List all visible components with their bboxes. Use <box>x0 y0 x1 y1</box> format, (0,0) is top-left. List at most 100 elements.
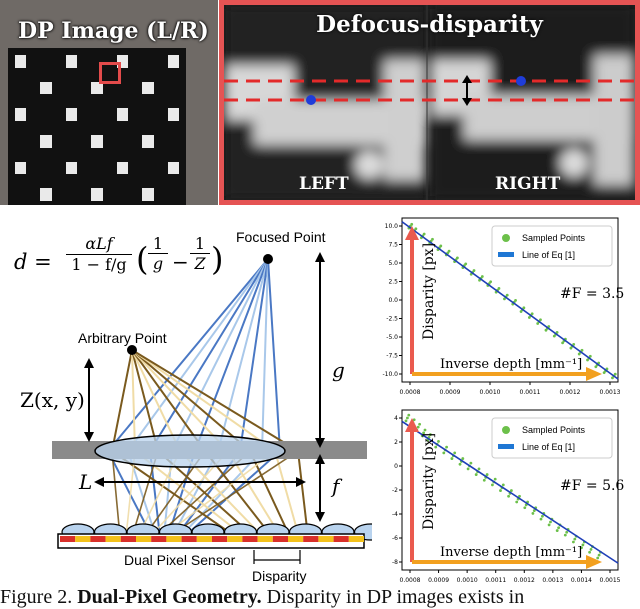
sensor-pixel <box>181 536 197 542</box>
data-point <box>555 331 559 334</box>
l-aperture-arrow <box>94 477 306 487</box>
sensor-pixel <box>166 536 182 542</box>
x-tick-label: 0.0014 <box>571 577 592 584</box>
data-point <box>541 514 544 518</box>
data-point <box>491 483 494 487</box>
legend-line-swatch <box>498 252 514 257</box>
data-point <box>532 509 536 512</box>
data-point <box>456 256 459 260</box>
sensor-pixel <box>303 536 319 542</box>
x-tick-label: 0.0013 <box>542 577 563 584</box>
sensor-pixel <box>151 536 167 542</box>
data-point <box>530 312 534 316</box>
checker-cell <box>163 157 183 179</box>
x-tick-label: 0.0013 <box>600 389 621 396</box>
sensor-pixel <box>105 536 121 542</box>
right-crop-image <box>430 5 635 200</box>
sensor-pixel <box>272 536 288 542</box>
defocus-crops <box>224 5 635 200</box>
data-point <box>439 244 443 248</box>
equation-term-g: 1 g <box>148 234 168 273</box>
y-tick-label: -7.5 <box>386 353 398 360</box>
data-point <box>497 287 501 290</box>
data-point <box>510 489 513 492</box>
data-point <box>563 533 567 537</box>
sensor-pixel <box>318 536 334 542</box>
sensor-pixel <box>333 536 349 542</box>
data-point <box>482 478 486 482</box>
main-lens <box>94 434 286 468</box>
checker-cell <box>11 104 31 125</box>
chart-f35-svg: 0.0008 0.0009 0.0010 0.0011 0.0012 0.0013 10.0… <box>382 217 624 396</box>
legend-point-swatch <box>502 234 510 242</box>
checker-cell <box>36 131 56 152</box>
chart-f56: 0.0008 0.0009 0.0010 0.0011 0.0012 0.0013 0.00… <box>374 402 640 592</box>
checker-cell <box>87 184 107 205</box>
data-point <box>580 546 583 550</box>
data-point <box>493 477 497 481</box>
legend-label-line: Line of Eq [1] <box>522 250 575 260</box>
right-point-marker <box>516 76 526 86</box>
checker-cell <box>112 157 133 179</box>
data-point <box>423 428 427 432</box>
sensor-pixel <box>212 536 228 542</box>
x-tick-label: 0.0015 <box>600 577 621 584</box>
sensor-pixel <box>75 536 91 542</box>
f-number-annotation: #F = 5.6 <box>560 478 624 494</box>
defocused-ray <box>167 450 299 538</box>
equation-term-z: 1 Z <box>190 234 210 273</box>
y-tick-label: 0 <box>394 463 398 470</box>
y-axis-label: Disparity [px] <box>421 243 437 340</box>
data-point <box>406 416 409 420</box>
dp-image-title: DP Image (L/R) <box>18 18 209 44</box>
disparity-double-arrow <box>462 75 472 106</box>
equation-minus: − <box>172 250 189 274</box>
defocused-ray <box>111 450 121 538</box>
data-point <box>412 418 416 422</box>
right-label: RIGHT <box>495 174 561 194</box>
data-point <box>505 293 509 297</box>
x-axis-label: Inverse depth [mm⁻¹] <box>440 545 582 560</box>
data-point <box>447 249 451 253</box>
caption-bold: Dual-Pixel Geometry. <box>77 586 262 608</box>
data-point <box>466 467 470 471</box>
region-of-interest-box <box>99 62 121 84</box>
checker-cell <box>61 157 82 179</box>
diagram-svg <box>52 252 388 564</box>
data-point <box>596 556 600 560</box>
x-tick-label: 0.0010 <box>457 577 478 584</box>
data-point <box>416 425 420 429</box>
sensor-pixel <box>196 536 212 542</box>
arbitrary-point-label: Arbitrary Point <box>78 330 167 346</box>
checker-cell <box>138 131 158 152</box>
y-tick-label: -10.0 <box>382 371 398 378</box>
y-tick-label: 4 <box>394 415 398 422</box>
data-point <box>581 543 585 547</box>
data-point <box>464 262 468 266</box>
y-axis-arrowhead <box>405 226 419 240</box>
legend-box <box>491 417 613 459</box>
data-point <box>523 506 527 510</box>
figure-caption: Figure 2. Dual-Pixel Geometry. Disparity… <box>0 586 640 609</box>
l-label: L <box>79 470 93 494</box>
data-point <box>539 517 543 521</box>
checker-cell <box>61 104 82 125</box>
sensor-pixel <box>136 536 152 542</box>
y-tick-label: -2 <box>392 487 398 494</box>
data-point <box>442 451 446 455</box>
light-rays <box>106 258 309 538</box>
sensor-pixel <box>90 536 106 542</box>
checker-cell <box>138 184 158 205</box>
equation-lhs: d = <box>14 250 52 274</box>
y-tick-label: 7.5 <box>388 242 398 249</box>
sensor-pixel <box>348 536 364 542</box>
checker-cell <box>87 131 107 152</box>
left-label: LEFT <box>299 174 349 194</box>
disparity-label: Disparity <box>252 568 307 584</box>
data-point <box>501 483 505 487</box>
equation-paren-open: ( <box>136 240 149 278</box>
legend-label-points: Sampled Points <box>522 425 586 435</box>
caption-rest: Disparity in DP images exists in <box>261 586 525 608</box>
data-point <box>431 237 434 241</box>
checker-cell <box>112 51 133 72</box>
